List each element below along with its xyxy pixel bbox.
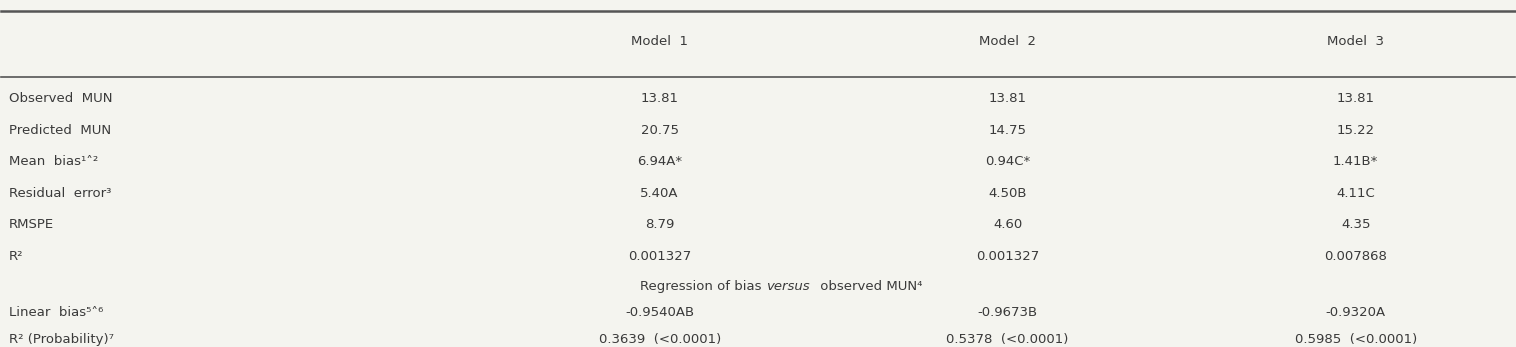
- Text: versus: versus: [766, 280, 810, 293]
- Text: 4.60: 4.60: [993, 218, 1022, 231]
- Text: R² (Probability)⁷: R² (Probability)⁷: [9, 333, 114, 346]
- Text: Model  2: Model 2: [979, 35, 1035, 48]
- Text: -0.9540AB: -0.9540AB: [625, 306, 694, 319]
- Text: 1.41B*: 1.41B*: [1333, 155, 1378, 168]
- Text: Mean  bias¹˄²: Mean bias¹˄²: [9, 155, 99, 168]
- Text: 4.50B: 4.50B: [988, 187, 1026, 200]
- Text: Regression of bias: Regression of bias: [640, 280, 766, 293]
- Text: 14.75: 14.75: [988, 124, 1026, 137]
- Text: 15.22: 15.22: [1337, 124, 1375, 137]
- Text: 0.94C*: 0.94C*: [985, 155, 1031, 168]
- Text: Residual  error³: Residual error³: [9, 187, 111, 200]
- Text: Model  1: Model 1: [631, 35, 688, 48]
- Text: 13.81: 13.81: [641, 92, 679, 105]
- Text: R²: R²: [9, 249, 23, 263]
- Text: Observed  MUN: Observed MUN: [9, 92, 112, 105]
- Text: -0.9320A: -0.9320A: [1325, 306, 1386, 319]
- Text: 0.001327: 0.001327: [976, 249, 1040, 263]
- Text: Linear  bias⁵˄⁶: Linear bias⁵˄⁶: [9, 306, 103, 319]
- Text: 5.40A: 5.40A: [640, 187, 679, 200]
- Text: Model  3: Model 3: [1326, 35, 1384, 48]
- Text: 6.94A*: 6.94A*: [637, 155, 682, 168]
- Text: 0.001327: 0.001327: [628, 249, 691, 263]
- Text: -0.9673B: -0.9673B: [978, 306, 1038, 319]
- Text: 0.3639  (<0.0001): 0.3639 (<0.0001): [599, 333, 720, 346]
- Text: Predicted  MUN: Predicted MUN: [9, 124, 111, 137]
- Text: 4.11C: 4.11C: [1336, 187, 1375, 200]
- Text: 0.5985  (<0.0001): 0.5985 (<0.0001): [1295, 333, 1417, 346]
- Text: 8.79: 8.79: [644, 218, 675, 231]
- Text: observed MUN⁴: observed MUN⁴: [816, 280, 922, 293]
- Text: 0.007868: 0.007868: [1325, 249, 1387, 263]
- Text: 0.5378  (<0.0001): 0.5378 (<0.0001): [946, 333, 1069, 346]
- Text: 4.35: 4.35: [1342, 218, 1370, 231]
- Text: 13.81: 13.81: [1337, 92, 1375, 105]
- Text: 13.81: 13.81: [988, 92, 1026, 105]
- Text: 20.75: 20.75: [641, 124, 679, 137]
- Text: RMSPE: RMSPE: [9, 218, 55, 231]
